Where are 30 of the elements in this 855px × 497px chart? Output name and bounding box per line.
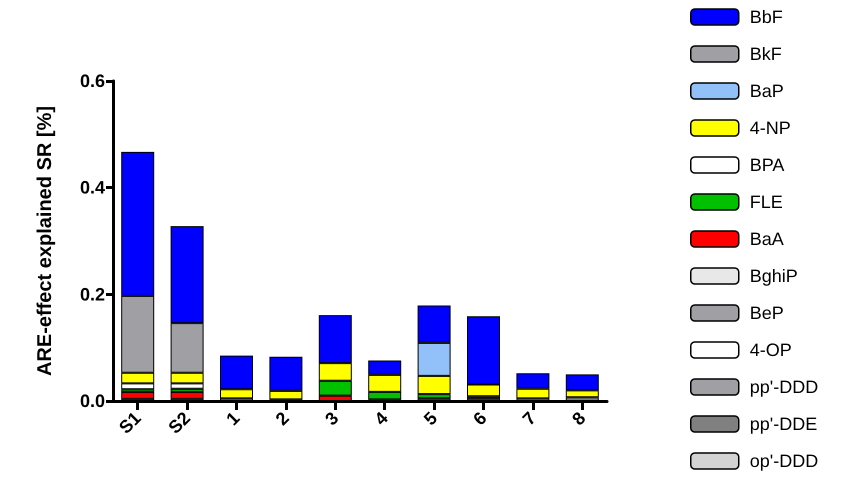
x-tick-label: S2 [164,408,194,438]
legend-label: BkF [750,44,782,64]
x-tick-label: 6 [469,408,491,430]
y-tick-label: 0.0 [80,391,105,411]
legend-label: pp'-DDE [750,414,818,434]
legend-label: BbF [750,7,783,27]
y-tick-label: 0.2 [80,284,105,304]
x-tick-label: 4 [370,408,392,430]
legend-label: 4-OP [750,340,792,360]
legend-label: op'-DDD [750,451,818,471]
y-tick-label: 0.4 [80,178,105,198]
x-tick-label: 2 [272,408,293,430]
legend-label: BPA [750,155,784,175]
legend-label: BaP [750,81,784,101]
bar [121,392,154,399]
x-tick-label: 8 [568,408,590,430]
legend-label: pp'-DDD [750,377,818,397]
x-tick-label: 3 [321,408,342,430]
y-axis-title: ARE-effect explained SR [%] [34,106,56,376]
legend-label: 4-NP [750,118,791,138]
bar [170,392,204,399]
legend-label: BeP [750,303,784,323]
x-tick-label: S1 [115,408,145,438]
legend-label: BaA [750,229,784,249]
legend-label: FLE [750,192,783,212]
x-tick-label: 5 [420,408,442,430]
x-tick-label: 1 [222,408,244,430]
x-tick-label: 7 [518,408,540,430]
legend-label: BghiP [750,266,798,286]
y-tick-label: 0.6 [80,71,105,91]
